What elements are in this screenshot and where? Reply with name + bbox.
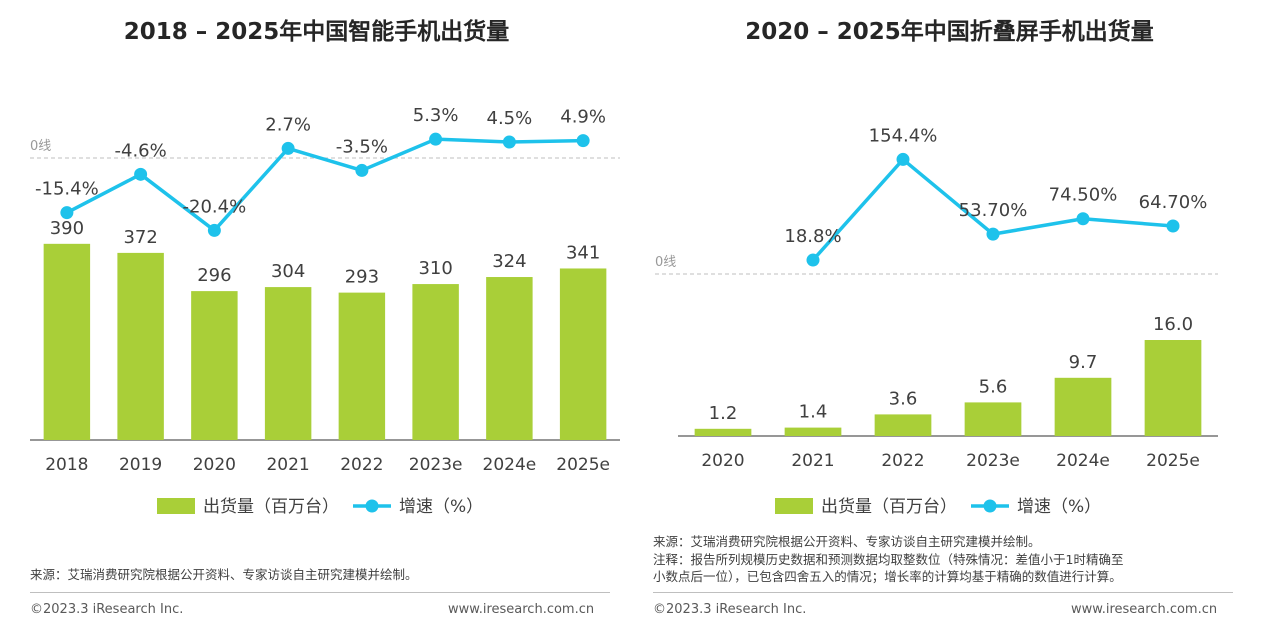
right-website-link[interactable]: www.iresearch.com.cn bbox=[1071, 602, 1218, 617]
bar-2023e bbox=[412, 284, 459, 440]
bar-2025e bbox=[1144, 340, 1202, 436]
bar-value-label-2022: 293 bbox=[345, 267, 379, 288]
x-tick-label-2022: 2022 bbox=[340, 455, 383, 475]
bar-value-label-2021: 304 bbox=[271, 261, 305, 282]
growth-point-2024e bbox=[502, 135, 516, 149]
foldable-shipments-chart: 0线 1.2 2020 1.4 2021 3.6 2022 5.6 2023e 9.7 2024e 1… bbox=[655, 125, 1218, 517]
x-tick-label-2020: 2020 bbox=[701, 451, 744, 471]
growth-point-2023e bbox=[986, 227, 1000, 241]
x-tick-label-2021: 2021 bbox=[791, 451, 834, 471]
x-tick-label-2023e: 2023e bbox=[966, 451, 1020, 471]
x-tick-label-2019: 2019 bbox=[119, 455, 162, 475]
growth-point-2018 bbox=[60, 206, 74, 220]
x-tick-label-2022: 2022 bbox=[881, 451, 924, 471]
bar-value-label-2022: 3.6 bbox=[889, 388, 918, 409]
growth-label-2020: -20.4% bbox=[183, 196, 247, 217]
left-copyright: ©2023.3 iResearch Inc. bbox=[30, 602, 184, 617]
growth-point-2025e bbox=[576, 134, 590, 148]
smartphone-shipments-chart: 0线 390 2018 372 2019 296 2020 304 2021 293 2022 310… bbox=[30, 105, 620, 517]
right-chart-panel: 0线 1.2 2020 1.4 2021 3.6 2022 5.6 2023e 9.7 2024e 1… bbox=[633, 0, 1266, 629]
legend-swatch-bars bbox=[157, 498, 195, 514]
bar-2021 bbox=[264, 287, 312, 440]
bar-2024e bbox=[486, 277, 533, 440]
growth-label-2019: -4.6% bbox=[115, 140, 167, 161]
growth-point-2022 bbox=[896, 152, 910, 166]
bar-2022 bbox=[338, 292, 386, 440]
bar-value-label-2020: 296 bbox=[197, 265, 231, 286]
bar-value-label-2023e: 5.6 bbox=[979, 376, 1008, 397]
right-source-note: 来源：艾瑞消费研究院根据公开资料、专家访谈自主研究建模并绘制。 bbox=[653, 534, 1041, 549]
growth-point-2022 bbox=[355, 163, 369, 177]
x-tick-label-2023e: 2023e bbox=[409, 455, 463, 475]
bar-2019 bbox=[117, 252, 164, 440]
x-tick-label-2020: 2020 bbox=[193, 455, 236, 475]
growth-label-2025e: 64.70% bbox=[1139, 192, 1208, 213]
legend-label-line: 增速（%） bbox=[399, 497, 483, 517]
bar-value-label-2020: 1.2 bbox=[709, 403, 738, 424]
legend-swatch-point bbox=[983, 499, 997, 513]
bar-2020 bbox=[694, 428, 752, 436]
growth-point-2021 bbox=[281, 141, 295, 155]
bar-value-label-2024e: 9.7 bbox=[1069, 352, 1098, 373]
growth-rate-line bbox=[66, 137, 584, 233]
bar-value-label-2024e: 324 bbox=[492, 251, 526, 272]
growth-label-2022: -3.5% bbox=[336, 136, 388, 157]
bar-2021 bbox=[784, 427, 842, 436]
legend-swatch-point bbox=[365, 499, 379, 513]
growth-point-2025e bbox=[1166, 219, 1180, 233]
legend-label-bars: 出货量（百万台） bbox=[821, 497, 957, 517]
growth-label-2022: 154.4% bbox=[869, 125, 938, 146]
left-source-note: 来源：艾瑞消费研究院根据公开资料、专家访谈自主研究建模并绘制。 bbox=[30, 567, 418, 582]
bar-value-label-2025e: 341 bbox=[566, 242, 600, 263]
bar-value-label-2025e: 16.0 bbox=[1153, 314, 1193, 335]
zero-line-label: 0线 bbox=[655, 255, 676, 270]
left-chart-title: 2018 – 2025年中国智能手机出货量 bbox=[123, 19, 510, 45]
growth-label-2023e: 53.70% bbox=[959, 200, 1028, 221]
right-footer-divider bbox=[653, 592, 1233, 593]
growth-label-2023e: 5.3% bbox=[413, 105, 459, 126]
x-tick-label-2021: 2021 bbox=[266, 455, 309, 475]
growth-point-2021 bbox=[806, 253, 820, 267]
growth-label-2021: 2.7% bbox=[265, 114, 311, 135]
zero-line-label: 0线 bbox=[30, 139, 51, 154]
bar-2022 bbox=[874, 414, 932, 436]
bar-value-label-2018: 390 bbox=[50, 218, 84, 239]
x-tick-label-2018: 2018 bbox=[45, 455, 88, 475]
bar-2020 bbox=[191, 291, 238, 440]
right-copyright: ©2023.3 iResearch Inc. bbox=[653, 602, 807, 617]
growth-point-2019 bbox=[134, 167, 148, 181]
x-tick-label-2024e: 2024e bbox=[1056, 451, 1110, 471]
bar-value-label-2019: 372 bbox=[123, 227, 157, 248]
x-tick-label-2024e: 2024e bbox=[483, 455, 537, 475]
growth-point-2024e bbox=[1076, 212, 1090, 226]
growth-label-2024e: 4.5% bbox=[487, 108, 533, 129]
left-chart-panel: 0线 390 2018 372 2019 296 2020 304 2021 293 2022 310… bbox=[30, 19, 620, 617]
bar-2023e bbox=[964, 402, 1022, 436]
left-footer-divider bbox=[30, 592, 610, 593]
growth-label-2021: 18.8% bbox=[784, 226, 841, 247]
bar-2024e bbox=[1054, 377, 1112, 436]
growth-point-2020 bbox=[207, 223, 221, 237]
growth-label-2024e: 74.50% bbox=[1049, 185, 1118, 206]
growth-label-2018: -15.4% bbox=[35, 179, 99, 200]
legend-label-line: 增速（%） bbox=[1017, 497, 1101, 517]
right-note-line-1: 注释：报告所列规模历史数据和预测数据均取整数位（特殊情况：差值小于1时精确至 bbox=[653, 552, 1124, 567]
bar-2018 bbox=[43, 243, 91, 440]
bar-2025e bbox=[559, 268, 607, 440]
x-tick-label-2025e: 2025e bbox=[1146, 451, 1200, 471]
legend-swatch-bars bbox=[775, 498, 813, 514]
growth-label-2025e: 4.9% bbox=[560, 107, 606, 128]
right-chart-title: 2020 – 2025年中国折叠屏手机出货量 bbox=[745, 19, 1154, 45]
bar-value-label-2023e: 310 bbox=[418, 258, 452, 279]
legend-label-bars: 出货量（百万台） bbox=[203, 497, 339, 517]
left-website-link[interactable]: www.iresearch.com.cn bbox=[448, 602, 595, 617]
growth-point-2023e bbox=[429, 132, 443, 146]
bar-value-label-2021: 1.4 bbox=[799, 402, 828, 423]
x-tick-label-2025e: 2025e bbox=[556, 455, 610, 475]
right-note-line-2: 小数点后一位），已包含四舍五入的情况；增长率的计算均基于精确的数值进行计算。 bbox=[653, 569, 1122, 584]
